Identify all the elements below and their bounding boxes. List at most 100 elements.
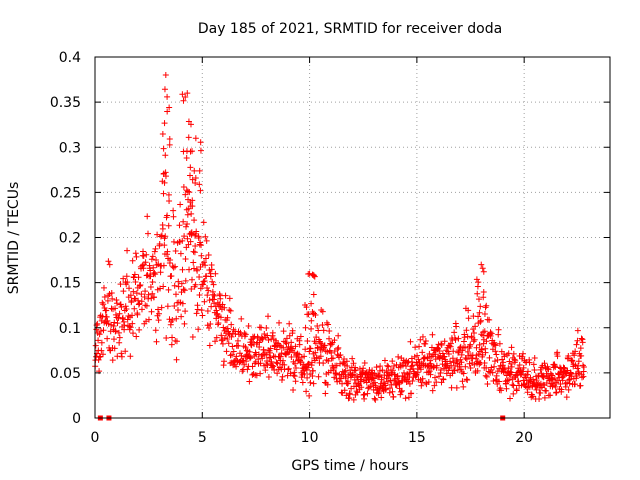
data-point bbox=[258, 324, 265, 331]
data-point bbox=[529, 393, 536, 400]
x-tick-label: 15 bbox=[408, 430, 426, 446]
data-point bbox=[343, 392, 350, 399]
data-point bbox=[262, 367, 269, 374]
data-point bbox=[503, 385, 510, 392]
data-point bbox=[207, 321, 214, 328]
data-point bbox=[180, 218, 187, 225]
data-point bbox=[168, 272, 175, 279]
data-point bbox=[176, 222, 183, 229]
data-point bbox=[569, 358, 576, 365]
data-point bbox=[408, 390, 415, 397]
data-point bbox=[227, 352, 234, 359]
data-point bbox=[106, 261, 113, 268]
data-point bbox=[481, 359, 488, 366]
data-point bbox=[574, 365, 581, 372]
data-point bbox=[269, 362, 276, 369]
data-point bbox=[530, 361, 537, 368]
data-point bbox=[200, 278, 207, 285]
data-point bbox=[243, 347, 250, 354]
data-point bbox=[286, 320, 293, 327]
data-point bbox=[459, 378, 466, 385]
data-point bbox=[426, 368, 433, 375]
data-point bbox=[179, 91, 186, 98]
data-point bbox=[212, 270, 219, 277]
data-point bbox=[276, 319, 283, 326]
data-point bbox=[577, 345, 584, 352]
data-point bbox=[183, 155, 190, 162]
data-point bbox=[482, 372, 489, 379]
data-point bbox=[170, 238, 177, 245]
data-point bbox=[135, 297, 142, 304]
data-point bbox=[139, 262, 146, 269]
data-point bbox=[117, 281, 124, 288]
data-point bbox=[233, 363, 240, 370]
data-point bbox=[193, 310, 200, 317]
data-point bbox=[148, 256, 155, 263]
data-point bbox=[541, 360, 548, 367]
data-point bbox=[159, 131, 166, 138]
data-point bbox=[105, 258, 112, 265]
data-point bbox=[160, 170, 167, 177]
data-point bbox=[341, 387, 348, 394]
data-point bbox=[137, 282, 144, 289]
data-point bbox=[334, 346, 341, 353]
data-point bbox=[181, 320, 188, 327]
data-point bbox=[503, 380, 510, 387]
data-point bbox=[116, 339, 123, 346]
data-point bbox=[464, 376, 471, 383]
data-point bbox=[495, 378, 502, 385]
data-point bbox=[354, 389, 361, 396]
data-point bbox=[211, 292, 218, 299]
data-point bbox=[543, 387, 550, 394]
data-point bbox=[111, 345, 118, 352]
data-point bbox=[271, 367, 278, 374]
data-point bbox=[257, 370, 264, 377]
data-point bbox=[162, 233, 169, 240]
data-point bbox=[274, 370, 281, 377]
data-point bbox=[510, 390, 517, 397]
data-point bbox=[184, 188, 191, 195]
data-point bbox=[92, 342, 99, 349]
data-point bbox=[99, 351, 106, 358]
data-point bbox=[292, 365, 299, 372]
data-point bbox=[335, 344, 342, 351]
data-point bbox=[180, 97, 187, 104]
data-point bbox=[152, 327, 159, 334]
data-point bbox=[96, 331, 103, 338]
data-point bbox=[217, 314, 224, 321]
data-point bbox=[436, 348, 443, 355]
data-point bbox=[483, 364, 490, 371]
data-point bbox=[190, 259, 197, 266]
data-point bbox=[422, 337, 429, 344]
data-point bbox=[520, 364, 527, 371]
data-point bbox=[288, 354, 295, 361]
data-point bbox=[153, 257, 160, 264]
data-point bbox=[476, 361, 483, 368]
data-point bbox=[104, 297, 111, 304]
data-point bbox=[170, 213, 177, 220]
data-point bbox=[381, 357, 388, 364]
data-point bbox=[419, 349, 426, 356]
data-point bbox=[512, 357, 519, 364]
data-point bbox=[191, 167, 198, 174]
data-point bbox=[149, 290, 156, 297]
data-point bbox=[183, 187, 190, 194]
data-point bbox=[430, 363, 437, 370]
data-point bbox=[240, 357, 247, 364]
data-point bbox=[192, 175, 199, 182]
data-point bbox=[160, 262, 167, 269]
data-point bbox=[196, 181, 203, 188]
data-point bbox=[491, 341, 498, 348]
data-point bbox=[310, 272, 317, 279]
data-point bbox=[533, 386, 540, 393]
data-point bbox=[228, 333, 235, 340]
data-point bbox=[173, 356, 180, 363]
chart-title: Day 185 of 2021, SRMTID for receiver dod… bbox=[198, 21, 502, 37]
data-point bbox=[207, 273, 214, 280]
data-point bbox=[198, 242, 205, 249]
data-point bbox=[288, 339, 295, 346]
data-point bbox=[190, 265, 197, 272]
data-point bbox=[478, 261, 485, 268]
data-point bbox=[562, 383, 569, 390]
data-point bbox=[156, 310, 163, 317]
